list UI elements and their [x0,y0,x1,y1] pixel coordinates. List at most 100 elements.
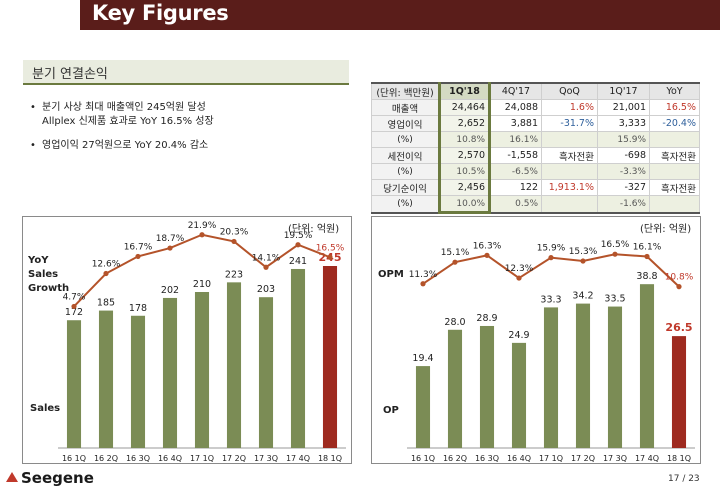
bar [639,284,655,448]
bar-value-label: 223 [225,269,243,280]
bar [511,342,527,448]
line-point [644,253,650,260]
table-header: 1Q'18 [438,82,491,100]
table-header: 4Q'17 [489,82,542,100]
section-title-box [23,60,349,85]
bar-value-label: 202 [161,285,179,296]
line-value-label: 16.7% [124,242,153,252]
line-value-label: 16.5% [601,240,630,250]
bar-value-label: 26.5 [665,321,692,334]
bar [194,292,210,448]
bar-value-label: 24.9 [508,330,529,341]
row-label: 세전이익 [371,147,440,164]
table-cell: 2,652 [438,115,491,132]
x-tick-label: 17 3Q [603,454,627,462]
line-value-label: 14.1% [252,253,281,263]
key-figures-table: (단위: 백만원) 1Q'18 4Q'17 QoQ 1Q'17 YoY 매출액 … [371,82,700,214]
bar-value-label: 203 [257,284,275,295]
row-label: (%) [371,131,440,148]
table-cell: 3,333 [597,115,650,132]
bar-value-label: 33.3 [540,294,561,305]
line-point [612,251,618,257]
line-value-label: 20.3% [220,227,249,237]
line-point [295,242,301,248]
x-tick-label: 17 2Q [222,454,246,462]
x-tick-label: 17 2Q [571,454,595,462]
bar-value-label: 172 [65,307,83,318]
table-cell: -327 [597,179,650,196]
bar [226,282,242,448]
table-cell [649,195,700,214]
bar-value-label: 28.9 [476,313,497,324]
table-row: (%) 10.0% 0.5% -1.6% [371,195,700,214]
line-point [676,284,682,290]
sales-bar-label: Sales [30,403,61,414]
line-point [420,281,426,287]
line-value-label: 11.3% [409,270,438,280]
x-tick-label: 17 1Q [190,454,214,462]
row-label: (%) [371,163,440,180]
table-cell: 흑자전환 [541,147,598,164]
x-tick-label: 17 1Q [539,454,563,462]
bar [447,329,463,448]
sales-growth-label: YoY Sales Growth [28,255,70,294]
table-row: 매출액 24,464 24,088 1.6% 21,001 16.5% [371,99,700,116]
table-cell: 1,913.1% [541,179,598,196]
table-cell [541,163,598,180]
line-point [580,258,586,264]
table-cell: 16.1% [489,131,542,148]
page-number: 17 / 23 [668,474,700,484]
line-value-label: 15.1% [441,248,470,258]
bar [290,268,306,448]
table-cell: 15.9% [597,131,650,148]
bar-value-label: 241 [289,256,307,267]
table-header: 1Q'17 [597,82,650,100]
x-tick-label: 17 4Q [635,454,659,462]
line-point [231,238,237,245]
table-cell [541,195,598,214]
header-logo-area [0,0,80,30]
line-value-label: 12.6% [92,260,121,270]
company-logo: Seegene [21,469,94,487]
header-bar [0,0,720,30]
table-cell: 3,881 [489,115,542,132]
line-point [71,303,77,310]
bar [671,336,687,448]
table-row: 세전이익 2,570 -1,558 흑자전환 -698 흑자전환 [371,147,700,164]
table-cell [541,131,598,148]
bar [607,306,623,448]
line-point [484,252,490,258]
bullet-item: • 영업이익 27억원으로 YoY 20.4% 감소 [30,140,209,151]
table-cell: 24,088 [489,99,542,116]
op-chart-panel [371,216,701,464]
sales-chart: 172 16 1Q 185 16 2Q 178 16 3Q 202 16 4Q 210 17 1Q… [58,221,346,462]
bar-value-label: 33.5 [604,294,625,305]
row-label: (%) [371,195,440,214]
table-cell: -1.6% [597,195,650,214]
x-tick-label: 16 2Q [94,454,118,462]
line-point [103,270,109,277]
table-cell: 122 [489,179,542,196]
table-cell: 10.5% [438,163,491,180]
line-value-label: 16.5% [316,243,345,253]
bar [162,297,178,448]
op-chart-unit: (단위: 억원) [640,224,692,235]
table-row: (%) 10.5% -6.5% -3.3% [371,163,700,180]
line-value-label: 12.3% [505,264,534,274]
table-cell: 흑자전환 [649,147,700,164]
line-value-label: 4.7% [63,292,86,302]
bullet-text: Allplex 신제품 효과로 YoY 16.5% 성장 [42,116,214,127]
bar [130,315,146,448]
bar-value-label: 178 [129,303,147,314]
x-tick-label: 18 1Q [318,454,342,462]
line-value-label: 16.3% [473,241,502,251]
bar-value-label: 19.4 [412,353,433,364]
bar [543,307,559,448]
line-value-label: 16.1% [633,242,662,252]
table-cell: -3.3% [597,163,650,180]
sales-chart-panel [22,216,352,464]
row-label: 당기순이익 [371,179,440,196]
x-tick-label: 18 1Q [667,454,691,462]
line-point [135,253,141,260]
line-point [199,232,205,238]
